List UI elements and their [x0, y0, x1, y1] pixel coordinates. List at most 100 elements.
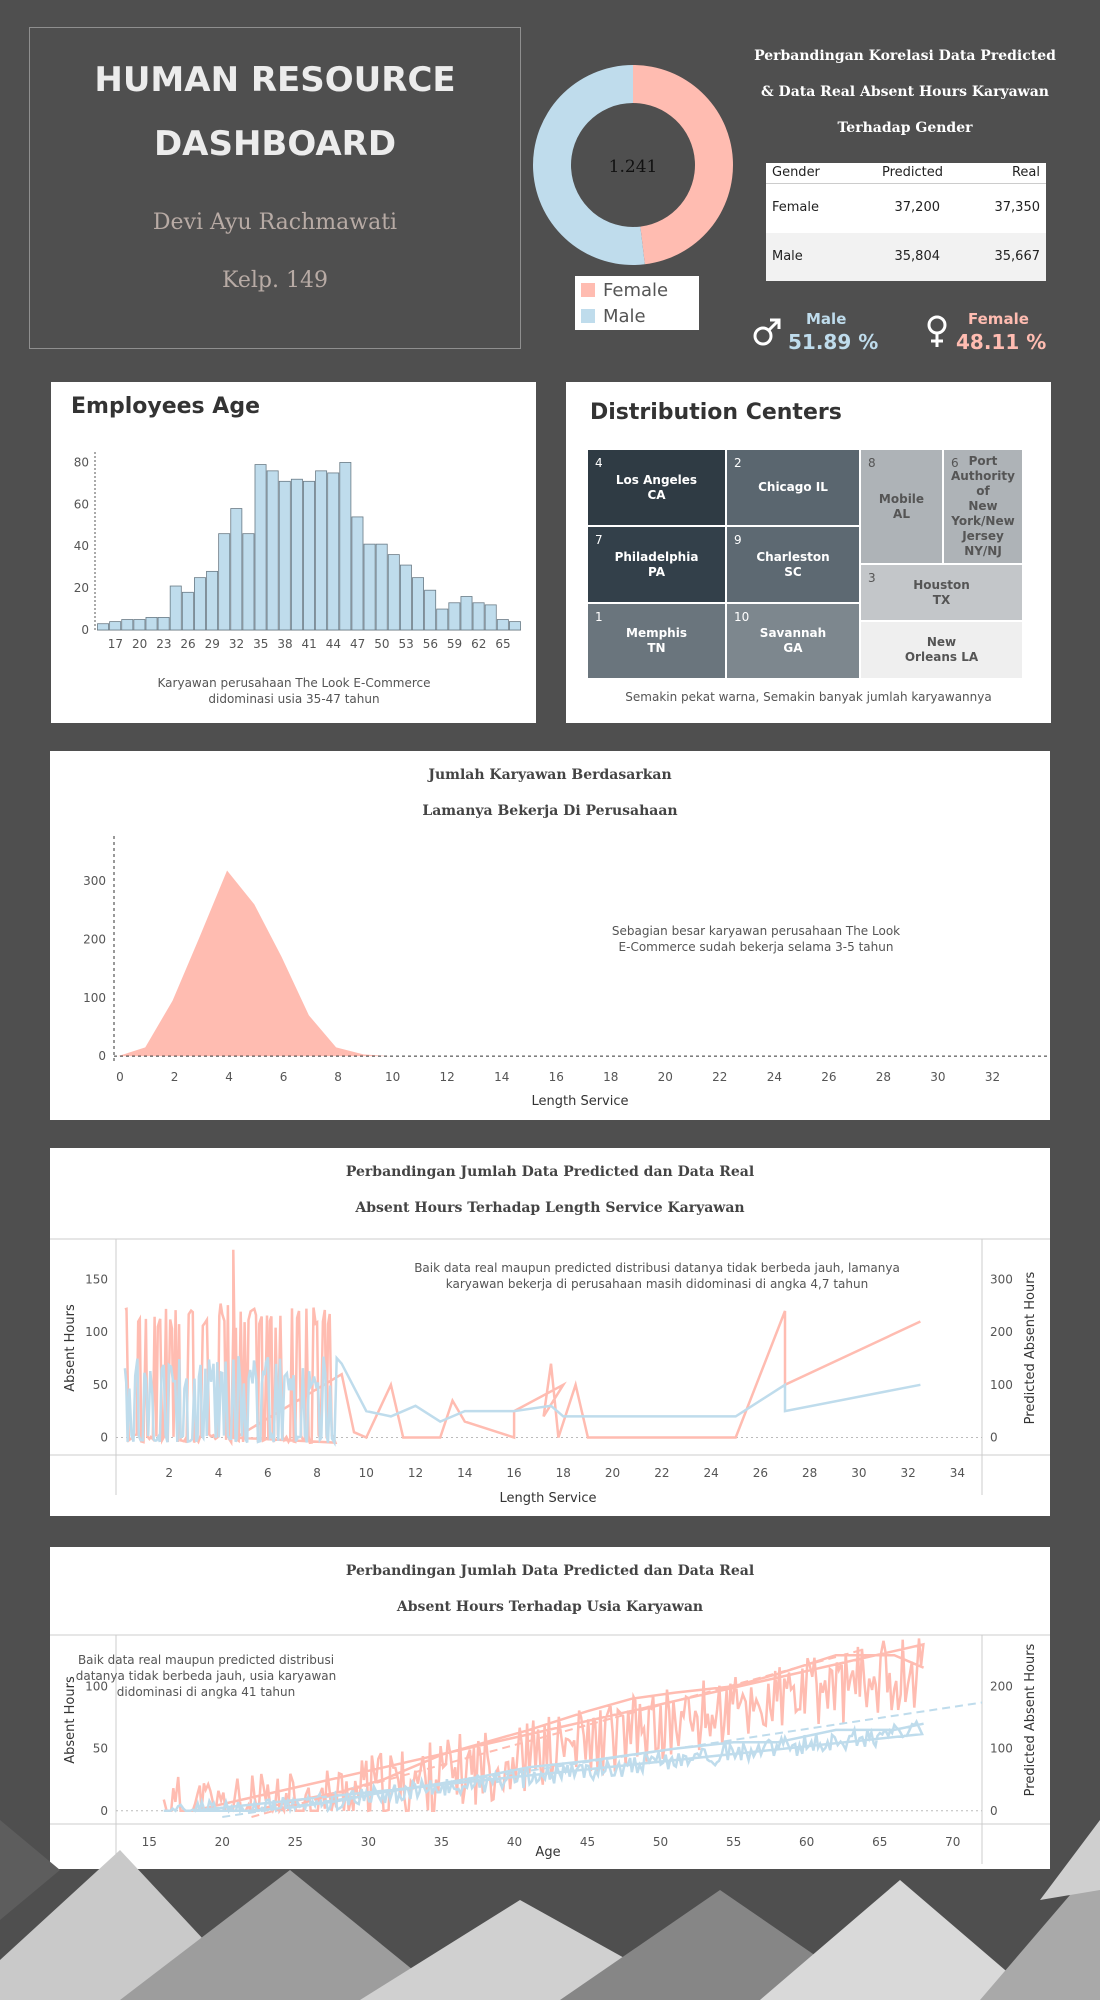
x-tick: 30 [851, 1466, 866, 1480]
male-label: Male [806, 310, 847, 328]
y-tick: 100 [85, 1325, 108, 1339]
x-tick: 50 [653, 1835, 668, 1849]
absent-age-ylabel: Absent Hours [63, 1676, 78, 1764]
male-stat: Male 51.89 % [752, 306, 912, 356]
x-tick: 45 [580, 1835, 595, 1849]
female-symbol-icon [927, 315, 947, 347]
age-x-tick: 59 [447, 637, 462, 651]
x-tick: 25 [288, 1835, 303, 1849]
y-tick: 0 [100, 1804, 108, 1818]
tile-label-line: New [968, 499, 998, 513]
tile-label-line: PA [648, 564, 665, 579]
y-tick: 50 [93, 1742, 108, 1756]
age-y-tick: 20 [74, 581, 89, 595]
age-bar [206, 570, 219, 631]
age-bar [448, 602, 461, 631]
distribution-centers-note: Semakin pekat warna, Semakin banyak juml… [625, 690, 992, 704]
age-bar [460, 596, 473, 631]
table-row: Male 35,804 35,667 [766, 233, 1046, 281]
treemap-tile: 1 Memphis TN [588, 604, 725, 678]
dashboard-title-line1: HUMAN RESOURCE [94, 60, 456, 100]
length-service-chart: Jumlah Karyawan Berdasarkan Lamanya Beke… [83, 767, 1047, 1109]
age-bar [121, 619, 134, 631]
tile-label: Chicago IL [727, 450, 859, 525]
male-percentage: 51.89 % [788, 330, 879, 354]
age-x-tick: 41 [302, 637, 317, 651]
tile-label-line: TN [647, 641, 666, 655]
absent-age-note-line2: datanya tidak berbeda jauh, usia karyawa… [76, 1669, 337, 1683]
length-service-x-tick: 26 [821, 1070, 836, 1084]
employees-age-chart: 0 20 40 60 80 17 20 23 26 29 32 35 38 41 44 47 50 53 56 59… [74, 452, 521, 706]
tile-rank: 9 [734, 533, 742, 547]
absent-length-chart: Perbandingan Jumlah Data Predicted dan D… [50, 1164, 1050, 1506]
age-bar [230, 508, 243, 631]
length-service-x-tick: 14 [494, 1070, 509, 1084]
tile-label-line: Mobile [878, 491, 925, 506]
tile-rank: 3 [868, 571, 876, 585]
length-service-x-tick: 32 [985, 1070, 1000, 1084]
age-bar [496, 619, 509, 631]
treemap-tile: 8 Mobile AL [861, 450, 942, 563]
x-tick: 8 [313, 1466, 321, 1480]
age-x-tick: 65 [495, 637, 510, 651]
age-bar [436, 608, 449, 631]
cell-real: 37,350 [994, 200, 1041, 215]
tile-label: Mobile AL [861, 450, 942, 563]
column-header-gender: Gender [772, 165, 820, 180]
treemap-tile: 9 Charleston SC [727, 527, 859, 602]
series-line-predicted [123, 1354, 921, 1447]
legend-swatch-male [581, 309, 595, 323]
comparison-title-line1: Perbandingan Korelasi Data Predicted [754, 48, 1056, 64]
tile-label-line: Chicago IL [758, 480, 828, 494]
age-bar [254, 464, 267, 631]
y-tick: 50 [93, 1378, 108, 1392]
age-x-tick: 50 [374, 637, 389, 651]
x-tick: 14 [457, 1466, 472, 1480]
employees-age-panel: Employees Age 0 20 40 60 80 17 20 23 26 29 32 35 38… [51, 382, 536, 723]
female-stat: Female 48.11 % [924, 306, 1084, 356]
tile-label-line: AL [893, 506, 910, 521]
tile-rank: 10 [734, 610, 750, 624]
trend-line-real [251, 1648, 866, 1818]
age-bar [327, 472, 340, 631]
length-service-y-tick: 200 [83, 932, 106, 946]
age-x-tick: 26 [180, 637, 195, 651]
length-service-x-tick: 30 [930, 1070, 945, 1084]
tile-label: Philadelphia PA [588, 527, 725, 602]
absent-length-xlabel: Length Service [499, 1491, 596, 1506]
age-x-tick: 35 [253, 637, 268, 651]
x-tick: 34 [950, 1466, 965, 1480]
table-header-row: Gender Predicted Real [766, 163, 1046, 184]
cell-gender: Male [772, 249, 803, 264]
series-line-real [162, 1638, 925, 1815]
y-tick: 150 [85, 1272, 108, 1286]
tile-rank: 6 [951, 456, 959, 470]
x-tick: 55 [726, 1835, 741, 1849]
treemap-tile: New Orleans LA [861, 622, 1022, 678]
tile-label-line: Jersey [962, 529, 1004, 543]
x-tick: 10 [359, 1466, 374, 1480]
tile-label-line: Authority of [951, 469, 1015, 498]
treemap-tile: 6 Port Authority of New York/New Jersey NY/NJ [944, 450, 1022, 563]
dashboard-title-line2: DASHBOARD [153, 124, 397, 164]
age-x-tick: 44 [326, 637, 341, 651]
y2-tick: 200 [990, 1325, 1013, 1339]
length-service-panel: Jumlah Karyawan Berdasarkan Lamanya Beke… [50, 751, 1050, 1120]
absent-age-title-line1: Perbandingan Jumlah Data Predicted dan D… [346, 1563, 754, 1579]
x-tick: 32 [900, 1466, 915, 1480]
y2-tick: 100 [990, 1378, 1013, 1392]
absent-age-chart: Perbandingan Jumlah Data Predicted dan D… [50, 1563, 1050, 1864]
tile-rank: 1 [595, 610, 603, 624]
age-bar [424, 589, 437, 631]
age-bar [266, 470, 279, 631]
length-service-x-tick: 6 [280, 1070, 288, 1084]
cell-predicted: 37,200 [894, 200, 941, 215]
age-bar [169, 585, 182, 631]
donut-legend: Female Male [575, 276, 699, 330]
age-x-tick: 53 [398, 637, 413, 651]
distribution-centers-title: Distribution Centers [590, 400, 842, 425]
cell-gender: Female [772, 200, 820, 215]
length-service-note-line1: Sebagian besar karyawan perusahaan The L… [612, 924, 900, 938]
age-x-tick: 62 [471, 637, 486, 651]
length-service-x-tick: 16 [549, 1070, 564, 1084]
